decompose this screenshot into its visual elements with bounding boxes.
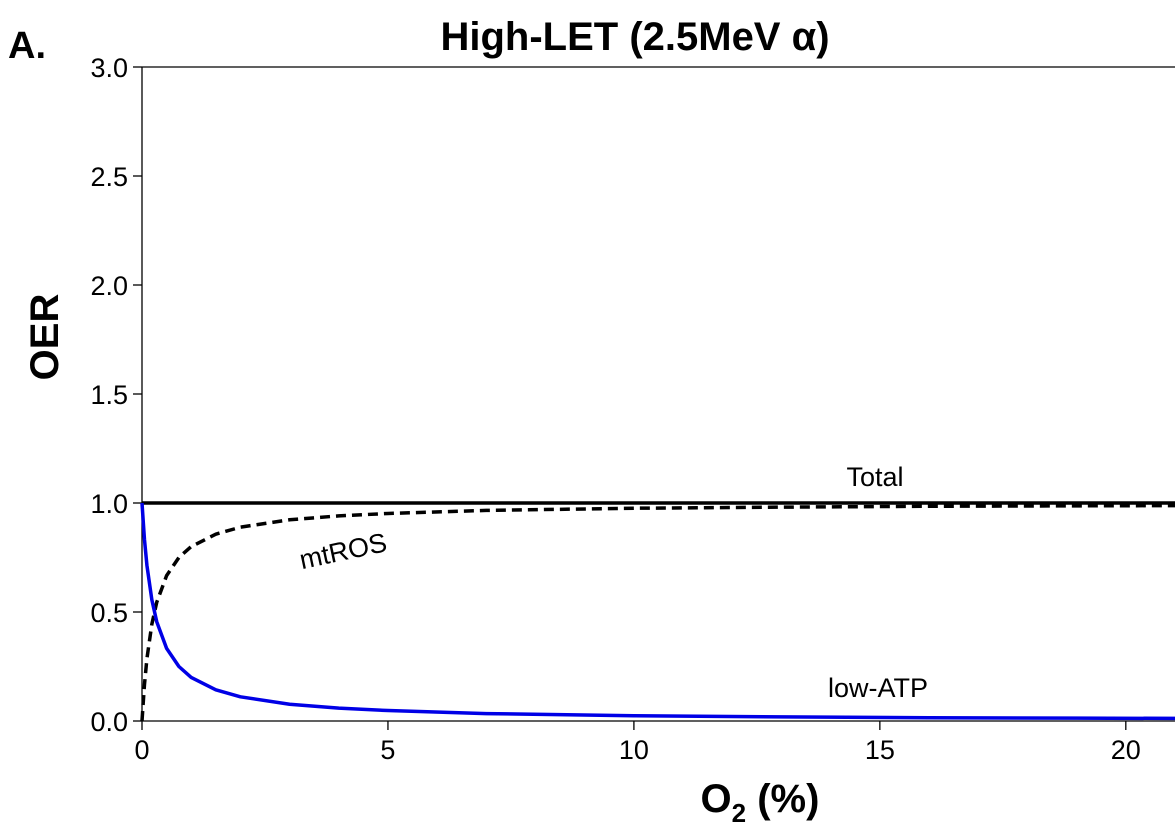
x-tick-label: 5 [380, 735, 395, 765]
x-tick-label: 0 [134, 735, 149, 765]
chart-title: High-LET (2.5MeV α) [440, 15, 829, 59]
series-label-total: Total [846, 462, 903, 492]
series-label-mtros: mtROS [297, 527, 390, 575]
x-axis-label: O2 (%) [701, 777, 820, 828]
y-axis-label: OER [23, 294, 67, 381]
series-label-low-atp: low-ATP [828, 673, 928, 703]
y-tick-label: 1.0 [90, 489, 128, 519]
y-tick-label: 3.0 [90, 53, 128, 83]
panel-label: A. [8, 25, 46, 67]
x-tick-label: 10 [619, 735, 649, 765]
series-line-mtros [140, 503, 1175, 722]
x-axis-label-subscript: 2 [732, 798, 746, 828]
x-tick-label: 20 [1111, 735, 1141, 765]
x-axis-label-unit: (%) [746, 777, 819, 821]
y-tick-label: 0.5 [90, 598, 128, 628]
series-line-low-atp [140, 502, 1175, 721]
y-tick-label: 2.0 [90, 271, 128, 301]
x-tick-label: 15 [865, 735, 895, 765]
plot-area: 0.0 0.5 1.0 1.5 2.0 2.5 3.0 0 5 10 15 20 [90, 53, 1175, 765]
y-tick-label: 0.0 [90, 707, 128, 737]
x-axis-label-main: O [701, 777, 732, 821]
y-tick-label: 1.5 [90, 380, 128, 410]
y-tick-label: 2.5 [90, 162, 128, 192]
